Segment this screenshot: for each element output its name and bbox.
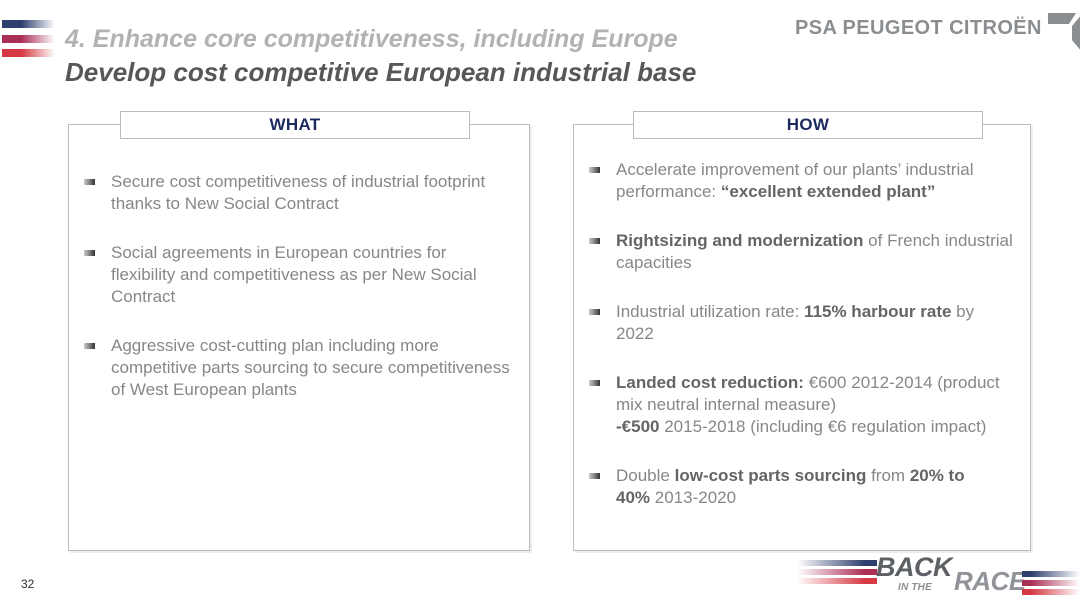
what-panel-header: WHAT xyxy=(120,111,470,139)
bullet-square-icon xyxy=(589,238,600,244)
list-item: Aggressive cost-cutting plan including m… xyxy=(83,335,515,401)
what-panel: WHAT Secure cost competitiveness of indu… xyxy=(68,111,530,551)
bullet-square-icon xyxy=(589,167,600,173)
race-logo-word-in-the: IN THE xyxy=(898,582,932,593)
bullet-square-icon xyxy=(84,343,95,349)
bullet-square-icon xyxy=(589,380,600,386)
what-panel-box xyxy=(68,124,530,551)
back-in-the-race-logo: BACK IN THE RACE xyxy=(797,552,1080,602)
stripe-red xyxy=(2,49,57,57)
list-item: Landed cost reduction: €600 2012-2014 (p… xyxy=(588,372,1016,438)
bullet-text: Industrial utilization rate: 115% harbou… xyxy=(616,302,975,343)
bullet-text: Secure cost competitiveness of industria… xyxy=(111,172,490,213)
panel-list: Accelerate improvement of our plants’ in… xyxy=(574,125,1030,550)
bullet-text: Aggressive cost-cutting plan including m… xyxy=(111,336,515,399)
how-panel-title: HOW xyxy=(786,115,830,134)
list-item: Rightsizing and modernization of French … xyxy=(588,230,1016,274)
panel-list: Secure cost competitiveness of industria… xyxy=(69,125,529,550)
stripe-crimson xyxy=(2,35,57,43)
bullet-text: Social agreements in European countries … xyxy=(111,243,482,306)
how-panel: HOW Accelerate improvement of our plants… xyxy=(573,111,1031,551)
brand-stripes-icon xyxy=(2,20,58,58)
list-item: Social agreements in European countries … xyxy=(83,242,515,308)
psa-logo: PSA PEUGEOT CITROËN xyxy=(795,6,1080,56)
bullet-text: Landed cost reduction: €600 2012-2014 (p… xyxy=(616,373,1000,436)
psa-logo-text: PSA PEUGEOT CITROËN xyxy=(795,17,1042,39)
how-panel-box xyxy=(573,124,1031,551)
stripe-blue xyxy=(2,20,57,28)
list-item: Double low-cost parts sourcing from 20% … xyxy=(588,465,1016,509)
bullet-square-icon xyxy=(84,179,95,185)
bullet-square-icon xyxy=(589,473,600,479)
bullet-text: Accelerate improvement of our plants’ in… xyxy=(616,160,979,201)
what-panel-title: WHAT xyxy=(269,115,321,134)
bullet-text: Double low-cost parts sourcing from 20% … xyxy=(616,466,965,507)
slide-title: Develop cost competitive European indust… xyxy=(65,57,697,87)
race-logo-word-race: RACE xyxy=(954,566,1026,596)
bullet-square-icon xyxy=(589,309,600,315)
race-logo-word-back: BACK xyxy=(876,552,953,582)
list-item: Industrial utilization rate: 115% harbou… xyxy=(588,301,1016,345)
page-number: 32 xyxy=(21,577,35,591)
how-panel-header: HOW xyxy=(633,111,983,139)
bullet-square-icon xyxy=(84,250,95,256)
list-item: Accelerate improvement of our plants’ in… xyxy=(588,159,1016,203)
psa-corner-icon xyxy=(1047,13,1080,50)
bullet-text: Rightsizing and modernization of French … xyxy=(616,231,1018,272)
slide-kicker: 4. Enhance core competitiveness, includi… xyxy=(65,25,678,53)
list-item: Secure cost competitiveness of industria… xyxy=(83,171,515,215)
